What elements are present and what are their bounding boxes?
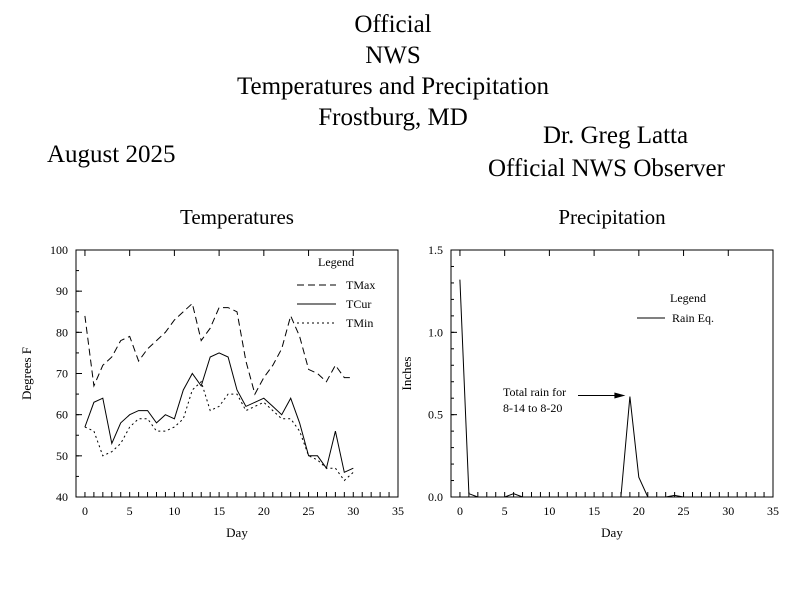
y-tick-label: 1.5 — [428, 243, 443, 257]
plot-frame — [450, 249, 774, 498]
chart-title: Precipitation — [558, 205, 666, 229]
legend-title: Legend — [318, 255, 354, 269]
month-label: August 2025 — [47, 141, 176, 168]
legend-entry: Rain Eq. — [672, 311, 714, 325]
x-tick-label: 20 — [633, 504, 645, 518]
chart-title: Temperatures — [180, 205, 294, 229]
y-tick-label: 0.0 — [428, 490, 443, 504]
title-line-2: NWS — [365, 42, 421, 69]
title-line-3: Temperatures and Precipitation — [236, 73, 550, 100]
y-tick-label: 1.0 — [428, 325, 443, 339]
y-axis-label: Inches — [399, 357, 414, 391]
title-line-4: Frostburg, MD — [318, 104, 468, 131]
x-tick-label: 30 — [347, 504, 359, 518]
y-tick-label: 0.5 — [428, 408, 443, 422]
y-tick-label: 60 — [56, 408, 68, 422]
x-tick-label: 35 — [392, 504, 404, 518]
x-tick-label: 15 — [213, 504, 225, 518]
legend-entry: TCur — [346, 297, 371, 311]
precipitation-chart: Precipitation Day Inches 0 5 10 15 20 25 30 35 0.0 0… — [399, 205, 779, 540]
x-tick-label: 5 — [127, 504, 133, 518]
temperature-chart: Temperatures Day Degrees F 0 5 10 15 20 25 30 35 40… — [19, 205, 404, 540]
observer-role: Official NWS Observer — [488, 155, 725, 182]
series-line-rain-eq- — [459, 279, 729, 498]
x-axis-label: Day — [601, 525, 623, 540]
x-tick-label: 20 — [258, 504, 270, 518]
legend-entry: TMin — [346, 316, 373, 330]
x-tick-label: 0 — [457, 504, 463, 518]
title-line-1: Official — [354, 11, 432, 38]
observer-name: Dr. Greg Latta — [543, 122, 689, 149]
x-axis-label: Day — [226, 525, 248, 540]
x-tick-label: 10 — [543, 504, 555, 518]
y-tick-label: 70 — [56, 367, 68, 381]
x-tick-label: 0 — [82, 504, 88, 518]
y-tick-label: 40 — [56, 490, 68, 504]
series-line-tmax — [84, 302, 354, 396]
x-tick-label: 35 — [767, 504, 779, 518]
legend-title: Legend — [670, 291, 706, 305]
y-tick-label: 100 — [50, 243, 68, 257]
series-line-tmin — [84, 380, 354, 482]
y-tick-label: 50 — [56, 449, 68, 463]
legend-entry: TMax — [346, 278, 375, 292]
x-tick-label: 25 — [303, 504, 315, 518]
x-tick-label: 30 — [722, 504, 734, 518]
x-tick-label: 25 — [678, 504, 690, 518]
annotation-arrow-head — [614, 392, 626, 399]
x-tick-label: 10 — [168, 504, 180, 518]
x-tick-label: 15 — [588, 504, 600, 518]
annotation-line-1: Total rain for — [503, 385, 566, 399]
x-tick-label: 5 — [502, 504, 508, 518]
y-tick-label: 80 — [56, 325, 68, 339]
y-tick-label: 90 — [56, 284, 68, 298]
y-axis-label: Degrees F — [19, 347, 34, 400]
series-line-tcur — [84, 352, 354, 474]
annotation-line-2: 8-14 to 8-20 — [503, 401, 562, 415]
